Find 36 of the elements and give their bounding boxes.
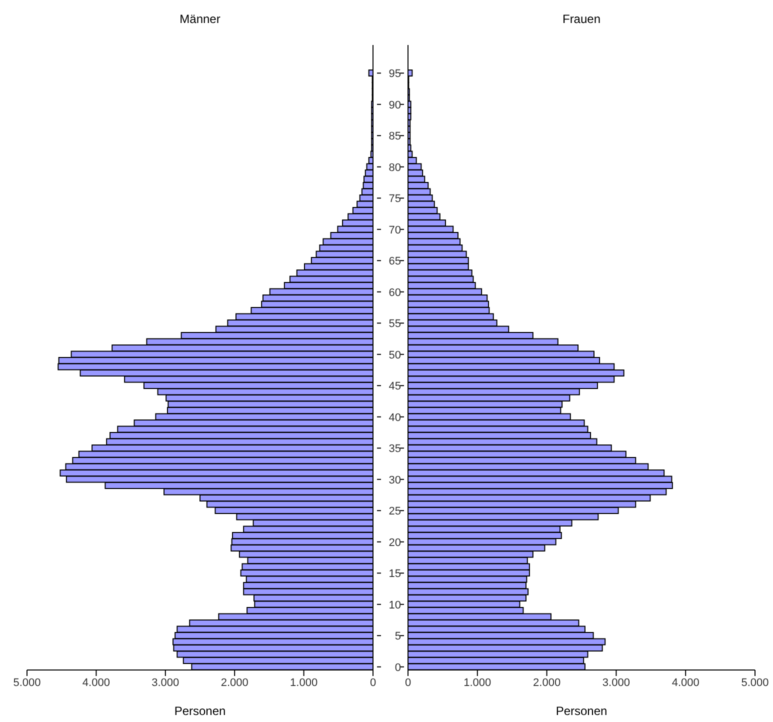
y-tick-label: 5 xyxy=(394,630,401,643)
x-tick-label: 0 xyxy=(370,676,376,689)
y-tick-label: 50 xyxy=(388,349,401,362)
chart-title: Frauen xyxy=(561,12,602,26)
x-tick-label: 0 xyxy=(404,676,412,689)
y-tick-label: 40 xyxy=(388,412,401,424)
y-tick-label: 75 xyxy=(388,193,401,206)
y-tick-label: 0 xyxy=(394,662,401,674)
y-tick-label: 10 xyxy=(388,599,401,612)
x-tick-label: 3.000 xyxy=(602,676,630,689)
y-tick-label: 95 xyxy=(388,68,401,80)
x-tick-label: 3.000 xyxy=(152,676,180,689)
y-tick-label: 80 xyxy=(388,162,401,174)
y-tick-label: 70 xyxy=(388,224,401,236)
x-tick-label: 5.000 xyxy=(13,676,41,689)
y-tick-label: 85 xyxy=(388,130,401,143)
y-tick-label: 20 xyxy=(388,536,401,549)
x-tick-label: 4.000 xyxy=(672,676,700,689)
y-tick-label: 55 xyxy=(388,318,401,330)
y-tick-label: 90 xyxy=(388,99,401,112)
y-tick-label: 25 xyxy=(388,506,401,518)
x-tick-label: 1.000 xyxy=(290,676,318,689)
x-tick-label: 1.000 xyxy=(464,676,492,689)
x-tick-label: 5.000 xyxy=(741,676,769,689)
y-tick-label: 45 xyxy=(388,380,401,393)
y-tick-label: 60 xyxy=(388,286,401,299)
y-tick-label: 65 xyxy=(388,256,401,268)
x-tick-label: 2.000 xyxy=(220,676,248,689)
x-tick-label: 2.000 xyxy=(533,676,561,689)
x-tick-label: 4.000 xyxy=(82,676,110,689)
y-tick-label: 35 xyxy=(388,443,401,456)
y-tick-label: 30 xyxy=(388,474,401,486)
chart-title: Männer xyxy=(178,12,222,26)
x-axis-title: Personen xyxy=(556,704,608,718)
y-tick-label: 15 xyxy=(388,568,401,580)
x-axis-title: Personen xyxy=(174,704,226,718)
